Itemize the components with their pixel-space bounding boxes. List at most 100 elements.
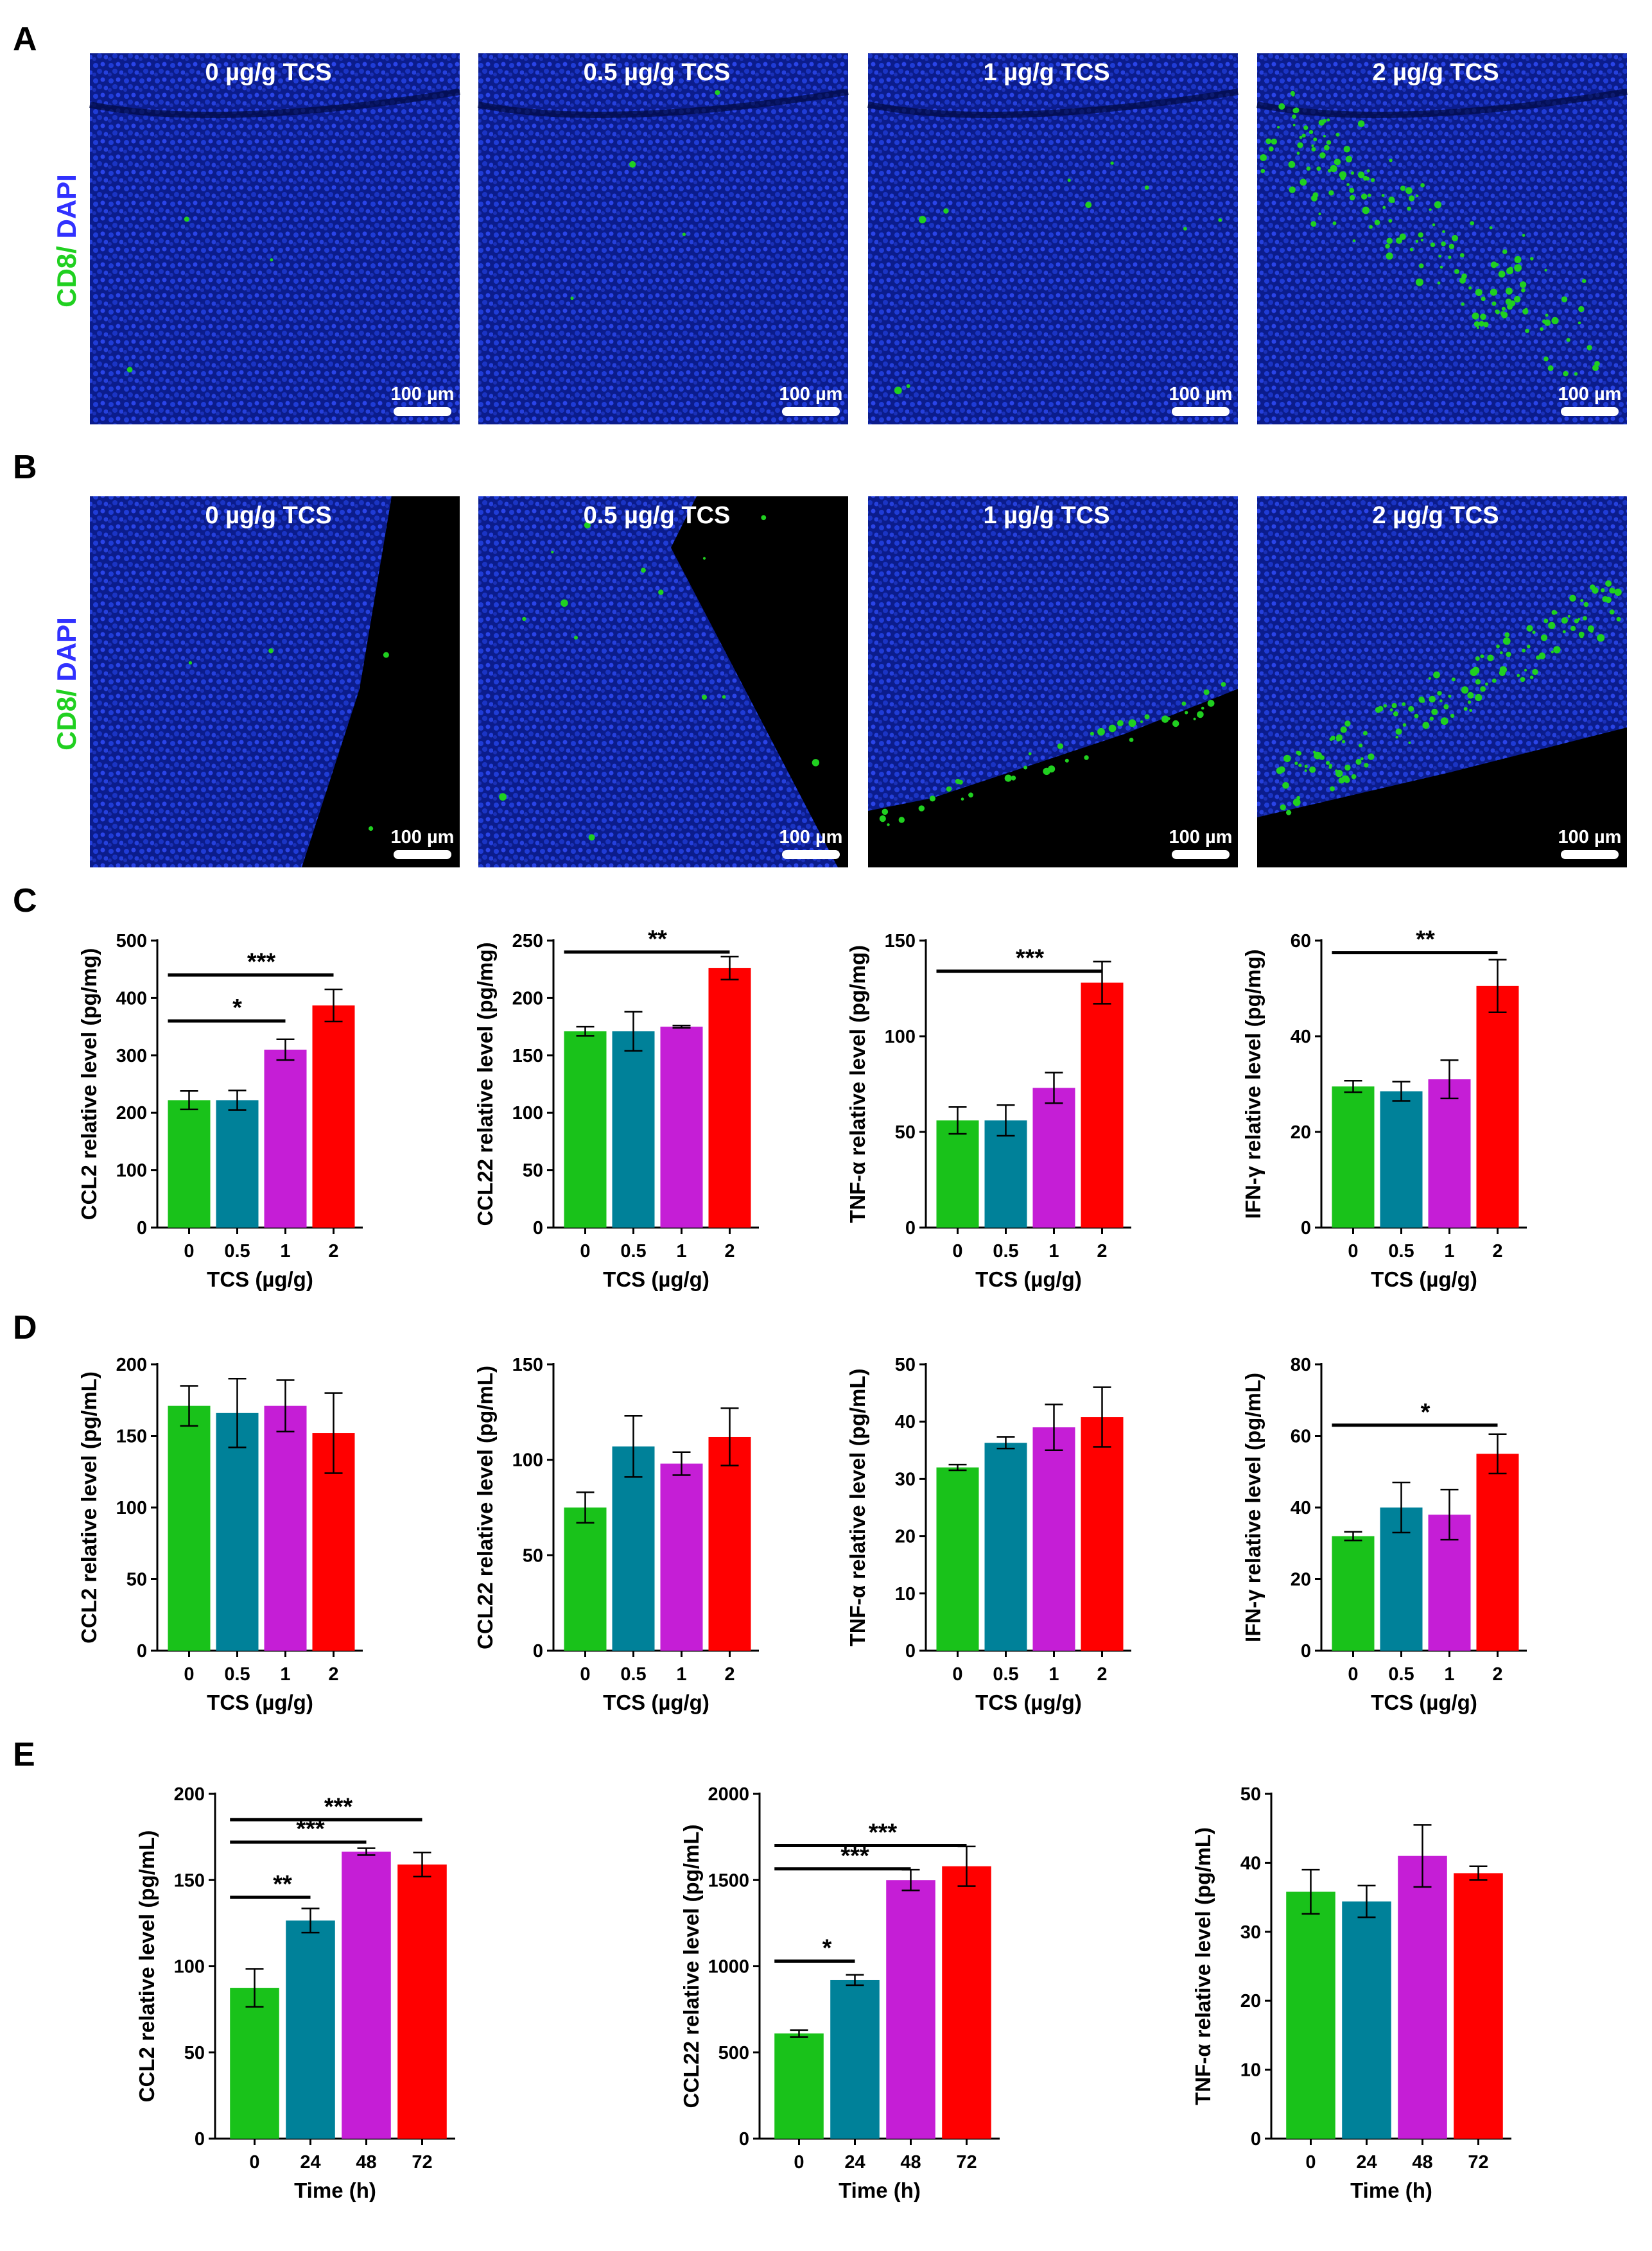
cd8-cell: [1330, 735, 1335, 741]
cd8-cell: [1470, 221, 1474, 226]
cd8-cell: [1351, 774, 1357, 779]
y-tick-label: 500: [116, 931, 147, 952]
x-tick-label: 1: [1444, 1664, 1454, 1685]
cd8-cell: [1616, 616, 1621, 621]
y-tick-label: 0: [739, 2129, 749, 2150]
cd8-cell: [1553, 646, 1561, 654]
scale-bar: [394, 407, 451, 416]
cd8-cell: [1520, 677, 1526, 682]
cd8-cell: [270, 258, 274, 262]
cd8-cell: [1218, 218, 1222, 222]
x-tick-label: 0: [794, 2152, 804, 2173]
error-bar: [846, 1974, 864, 1986]
cd8-cell: [1389, 708, 1393, 712]
cd8-cell: [1355, 758, 1362, 765]
stain-label-a: CD8/ DAPI: [51, 174, 82, 308]
cd8-cell: [1419, 263, 1424, 268]
x-tick-label: 0: [249, 2152, 259, 2173]
cd8-cell: [1508, 266, 1513, 272]
y-tick-label: 40: [1240, 1853, 1261, 1873]
y-tick-label: 20: [895, 1527, 916, 1547]
error-bar: [1045, 1404, 1063, 1452]
cd8-cell: [1319, 152, 1326, 159]
y-axis-title: TNF-α relative level (pg/mL): [1191, 1827, 1215, 2105]
chart-e1: 0 50 100 150 200 0 24 48 72 Time (h) CCL2 relative…: [135, 1784, 455, 2202]
group-label: 0 µg/g TCS: [205, 502, 331, 529]
cd8-cell: [1468, 286, 1472, 290]
cd8-cell: [1454, 269, 1459, 274]
cd8-cell: [1474, 321, 1480, 327]
cd8-cell: [1291, 93, 1295, 97]
error-bar: [624, 1415, 643, 1478]
y-tick-label: 50: [126, 1570, 147, 1590]
bar-48: [886, 1880, 935, 2139]
cd8-cell: [1324, 144, 1330, 151]
y-tick-label: 0: [905, 1218, 916, 1238]
cd8-cell: [1587, 345, 1592, 351]
chart-e3: 0 10 20 30 40 50 0 24 48 72 Time (h) TNF-α relative…: [1191, 1784, 1511, 2202]
cd8-cell: [1108, 724, 1117, 733]
y-axis-title: IFN-γ relative level (pg/mL): [1241, 1373, 1265, 1642]
significance-label: ***: [1016, 945, 1045, 972]
cd8-cell: [551, 550, 554, 554]
cd8-cell: [1480, 686, 1486, 692]
bar-0: [1332, 1086, 1375, 1228]
cd8-cell: [918, 805, 925, 812]
error-bar: [1440, 1488, 1459, 1541]
y-tick-label: 50: [1240, 1784, 1261, 1805]
cd8-cell: [1288, 161, 1296, 168]
bar-0: [936, 1467, 979, 1651]
y-tick-label: 150: [512, 1355, 543, 1375]
y-tick-label: 200: [174, 1784, 205, 1805]
cd8-cell: [1370, 178, 1375, 182]
significance-label: ***: [296, 1816, 325, 1843]
bar-0: [564, 1508, 607, 1651]
error-bar: [1093, 1386, 1111, 1448]
error-bar: [301, 1908, 320, 1934]
empty-region: [868, 689, 1238, 867]
y-axis-title: TNF-α relative level (pg/mL): [846, 1369, 869, 1647]
cd8-cell: [1277, 771, 1281, 774]
cd8-cell: [1597, 634, 1605, 642]
cd8-cell: [1405, 187, 1413, 195]
cd8-cell: [1344, 764, 1351, 771]
significance-marker: *: [168, 995, 286, 1023]
bar-1: [264, 1049, 307, 1228]
cd8-cell: [1491, 678, 1497, 683]
scale-bar: [782, 407, 840, 416]
cd8-cell: [1499, 666, 1507, 674]
cd8-cell: [1551, 610, 1557, 615]
stain-cd8-label: CD8: [51, 697, 82, 751]
cd8-cell: [1346, 183, 1350, 186]
cd8-cell: [1360, 757, 1364, 761]
x-tick-label: 24: [844, 2152, 865, 2173]
scale-bar-label: 100 µm: [1558, 384, 1622, 404]
y-tick-label: 50: [523, 1161, 543, 1181]
cd8-cell: [1310, 221, 1317, 227]
cd8-cell: [1304, 769, 1307, 772]
cd8-cell: [1442, 230, 1445, 234]
cd8-cell: [1282, 782, 1289, 789]
bar-1: [1032, 1088, 1075, 1228]
x-tick-label: 48: [1412, 2152, 1432, 2173]
chart-c1: 0 100 200 300 400 500 0 0.5 1 2 TCS (µg/g) CCL2 rel…: [77, 931, 363, 1291]
cd8-cell: [1298, 763, 1302, 767]
x-tick-label: 0: [1305, 2152, 1316, 2173]
cd8-cell: [1422, 722, 1430, 729]
tissue-section: [868, 53, 1238, 424]
cd8-cell: [1532, 668, 1538, 675]
x-axis-title: TCS (µg/g): [975, 1267, 1082, 1291]
cd8-cell: [1495, 309, 1500, 315]
y-tick-label: 2000: [708, 1784, 749, 1805]
cd8-cell: [1522, 234, 1526, 237]
cd8-cell: [1330, 165, 1337, 173]
x-axis-title: TCS (µg/g): [1371, 1267, 1477, 1291]
cd8-cell: [1359, 743, 1363, 748]
bar-24: [830, 1979, 880, 2139]
bar-1: [1428, 1079, 1471, 1228]
bar-24: [286, 1920, 335, 2139]
y-tick-label: 0: [137, 1641, 147, 1662]
x-tick-label: 72: [412, 2152, 432, 2173]
cd8-cell: [1352, 239, 1356, 243]
